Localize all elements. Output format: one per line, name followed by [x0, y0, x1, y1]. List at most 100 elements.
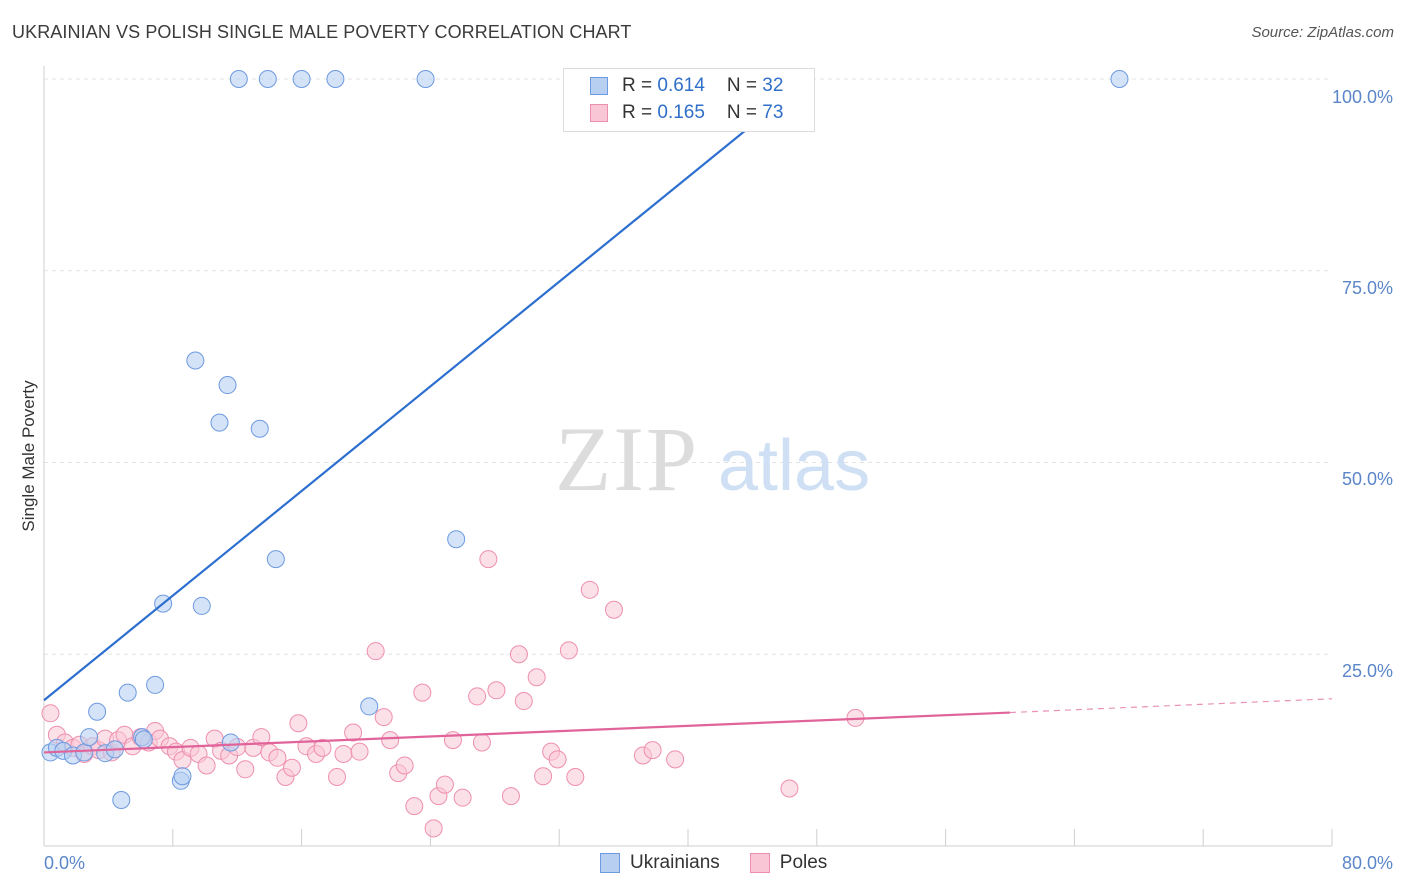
- poles-point-43: [374, 708, 393, 727]
- ukrainians-point-16: [173, 767, 192, 786]
- ukrainians-point-18: [192, 596, 211, 615]
- poles-point-46: [395, 756, 414, 775]
- ukrainians-point-20: [218, 376, 237, 395]
- poles-point-59: [509, 645, 528, 664]
- poles-point-51: [435, 775, 454, 794]
- poles-point-47: [405, 797, 424, 816]
- poles-point-39: [334, 744, 353, 763]
- poles-n-value: 73: [762, 102, 784, 123]
- poles-point-22: [197, 756, 216, 775]
- poles-point-34: [289, 714, 308, 733]
- ukrainians-point-26: [292, 70, 311, 88]
- poles-point-40: [344, 723, 363, 742]
- x-tick-label-start: 0.0%: [44, 853, 85, 873]
- ukrainians-n-value: 32: [762, 75, 784, 96]
- watermark-atlas: atlas: [718, 426, 870, 506]
- ukrainians-point-17: [186, 351, 205, 370]
- ukrainians-point-27: [326, 70, 345, 88]
- poles-point-68: [604, 600, 623, 619]
- poles-trend-line-extension: [1009, 698, 1333, 714]
- poles-point-44: [381, 731, 400, 750]
- ukrainians-r-label: R =: [622, 75, 658, 96]
- chart-title: UKRAINIAN VS POLISH SINGLE MALE POVERTY …: [12, 22, 632, 42]
- legend-ukrainians-label: Ukrainians: [630, 852, 720, 873]
- ukrainians-point-5: [80, 728, 99, 747]
- y-tick-label-100: 100.0%: [1332, 87, 1393, 107]
- series-legend: Ukrainians Poles: [600, 852, 857, 874]
- watermark-zip: ZIP: [555, 408, 699, 510]
- poles-point-66: [566, 767, 585, 786]
- poles-r-label: R =: [622, 102, 658, 123]
- poles-point-61: [527, 668, 546, 687]
- ukrainians-point-24: [258, 70, 277, 88]
- poles-r-value: 0.165: [657, 102, 705, 123]
- ukrainians-trend-line: [43, 78, 810, 702]
- poles-point-54: [468, 687, 487, 706]
- ukrainians-r-value: 0.614: [657, 75, 705, 96]
- ukrainians-point-23: [250, 419, 269, 438]
- grid-lines: [44, 78, 1332, 655]
- poles-point-72: [780, 779, 799, 798]
- poles-point-71: [666, 750, 685, 769]
- poles-point-41: [350, 742, 369, 761]
- poles-point-38: [328, 767, 347, 786]
- tick-labels: 0.0% 80.0% 25.0% 50.0% 75.0% 100.0%: [44, 87, 1393, 873]
- ukrainians-point-22: [229, 70, 248, 88]
- poles-point-48: [413, 683, 432, 702]
- ukrainians-point-28: [360, 697, 379, 716]
- ukrainians-point-30: [447, 530, 466, 549]
- poles-point-49: [424, 819, 443, 838]
- ukrainians-point-29: [416, 70, 435, 88]
- poles-point-57: [487, 681, 506, 700]
- ukrainians-n-label: N =: [726, 75, 763, 96]
- poles-point-64: [548, 750, 567, 769]
- poles-point-70: [643, 741, 662, 760]
- ukrainians-point-13: [146, 675, 165, 694]
- ukrainians-point-9: [112, 790, 131, 809]
- poles-point-65: [559, 641, 578, 660]
- poles-point-67: [580, 580, 599, 599]
- legend-row-ukrainians: R = 0.614 N = 32: [590, 73, 783, 99]
- poles-points: [41, 550, 865, 838]
- ukrainians-point-10: [118, 683, 137, 702]
- x-tick-label-end: 80.0%: [1342, 853, 1393, 873]
- legend-item-ukrainians: Ukrainians: [600, 852, 720, 874]
- legend-ukrainians-swatch: [600, 853, 620, 873]
- poles-point-42: [366, 642, 385, 661]
- regression-lines: [43, 78, 1333, 754]
- poles-n-label: N =: [726, 102, 763, 123]
- ukrainians-point-4: [75, 743, 94, 762]
- poles-point-55: [472, 733, 491, 752]
- ukrainians-point-21: [221, 733, 240, 752]
- poles-point-62: [534, 767, 553, 786]
- ukrainians-point-12: [134, 730, 153, 749]
- legend-poles-swatch: [749, 853, 770, 873]
- poles-point-29: [252, 728, 271, 747]
- poles-swatch: [590, 104, 608, 122]
- poles-point-56: [479, 550, 498, 569]
- watermark: ZIP atlas: [555, 408, 870, 510]
- poles-point-27: [236, 760, 255, 779]
- y-tick-label-75: 75.0%: [1342, 278, 1393, 298]
- y-axis-title: Single Male Poverty: [19, 380, 38, 532]
- poles-point-31: [268, 748, 287, 767]
- ukrainians-point-19: [210, 413, 229, 432]
- poles-point-0: [41, 704, 60, 723]
- ukrainians-swatch: [590, 77, 608, 95]
- y-tick-label-50: 50.0%: [1342, 469, 1393, 489]
- source-label: Source: ZipAtlas.com: [1251, 24, 1394, 41]
- ukrainians-point-6: [88, 702, 107, 721]
- legend-poles-label: Poles: [779, 852, 828, 873]
- poles-trend-line: [43, 711, 1011, 754]
- poles-point-33: [282, 758, 301, 777]
- poles-point-60: [514, 692, 533, 711]
- poles-point-53: [453, 788, 472, 807]
- legend-item-poles: Poles: [749, 852, 828, 874]
- legend-row-poles: R = 0.165 N = 73: [590, 100, 783, 126]
- poles-point-37: [313, 738, 332, 757]
- correlation-legend: R = 0.614 N = 32 R = 0.165 N = 73: [563, 68, 815, 132]
- y-tick-label-25: 25.0%: [1342, 661, 1393, 681]
- ukrainians-point-25: [266, 550, 285, 569]
- ukrainians-point-31: [1110, 70, 1129, 88]
